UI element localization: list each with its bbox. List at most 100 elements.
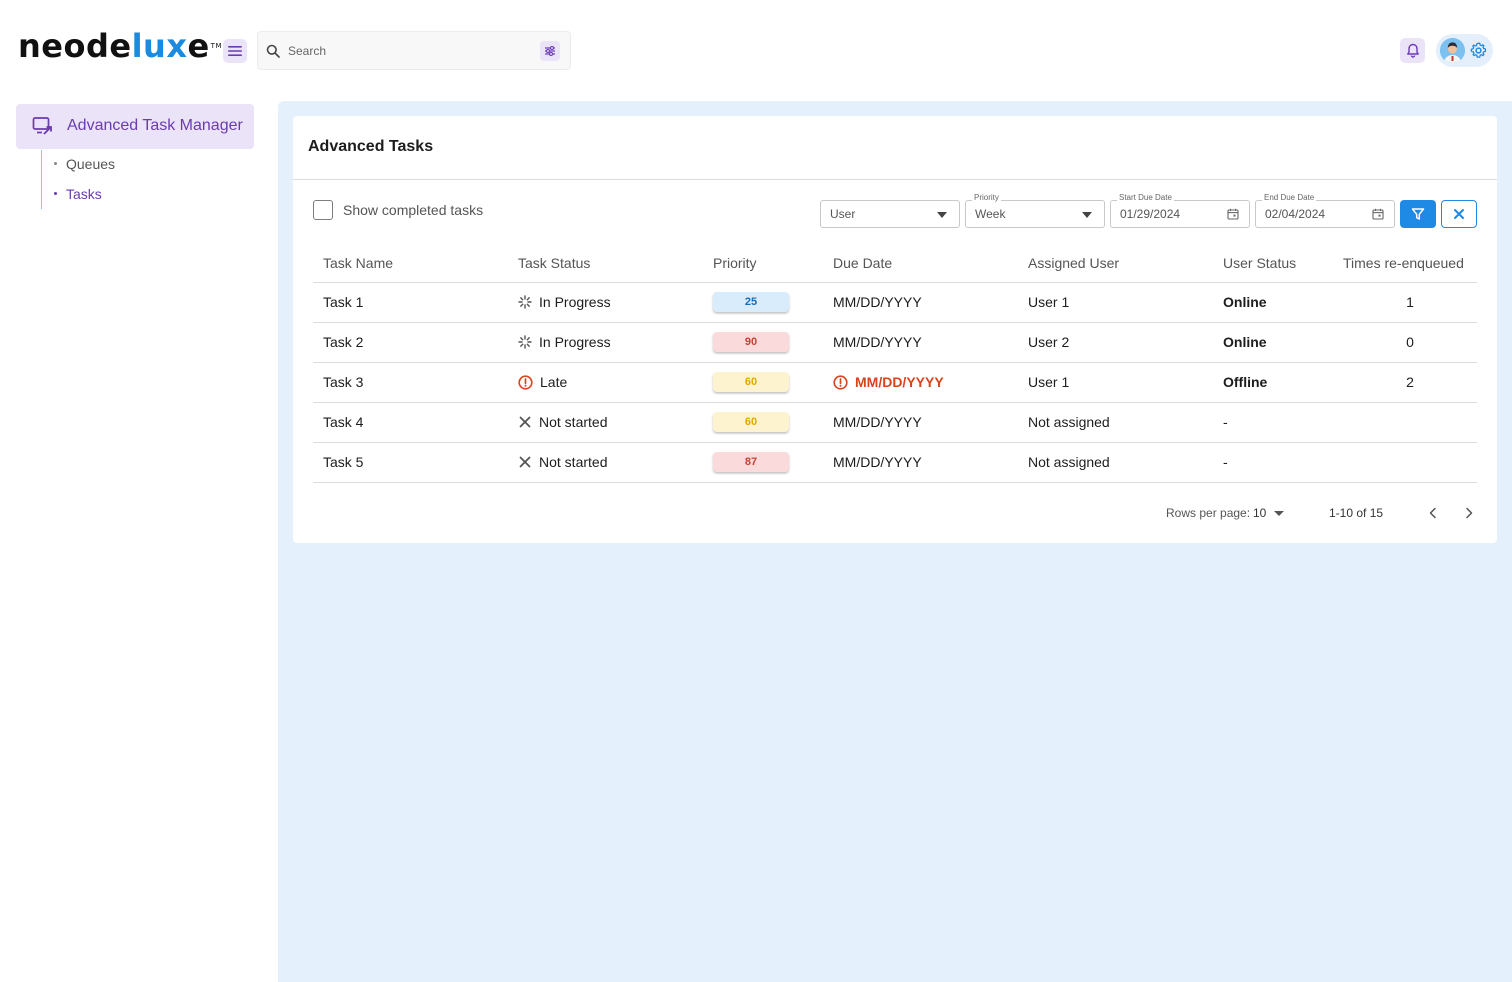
column-header-user-status[interactable]: User Status <box>1213 244 1333 283</box>
user-status: Online <box>1213 282 1333 323</box>
sidebar-section-label: Advanced Task Manager <box>67 117 243 134</box>
bullet-icon <box>54 191 57 195</box>
priority-cell: 87 <box>703 442 823 483</box>
caret-down-icon <box>1082 212 1092 218</box>
sidebar-section-advanced-task-manager[interactable]: Advanced Task Manager <box>16 104 254 149</box>
clear-filter-button[interactable] <box>1441 200 1477 228</box>
table-row[interactable]: Task 1 In Progress 25 MM/DD/YYYY User 1 … <box>313 282 1477 323</box>
priority-badge: 25 <box>713 292 789 312</box>
page-range: 1-10 of 15 <box>1329 506 1384 520</box>
table-row[interactable]: Task 2 In Progress 90 MM/DD/YYYY User 2 … <box>313 322 1477 363</box>
due-date: MM/DD/YYYY <box>823 402 1018 443</box>
show-completed-label: Show completed tasks <box>343 202 484 218</box>
alert-icon <box>518 374 533 390</box>
user-status: - <box>1213 402 1333 443</box>
start-due-date-field[interactable]: Start Due Date 01/29/2024 <box>1110 193 1250 228</box>
notifications-button[interactable] <box>1400 38 1425 63</box>
table-row[interactable]: Task 4 Not started 60 MM/DD/YYYY Not ass… <box>313 402 1477 443</box>
due-date: MM/DD/YYYY <box>823 282 1018 323</box>
times-requeued: 2 <box>1333 362 1477 403</box>
sidebar-item-label: Queues <box>66 156 116 172</box>
times-requeued <box>1333 442 1477 483</box>
x-icon <box>519 456 531 468</box>
rows-per-page-select[interactable]: 10 <box>1253 506 1267 520</box>
start-due-date-value: 01/29/2024 <box>1120 207 1181 221</box>
task-status-cell: Not started <box>508 442 703 483</box>
sidebar-item-label: Tasks <box>66 186 102 202</box>
caret-down-icon[interactable] <box>1274 511 1284 516</box>
end-due-date-field[interactable]: End Due Date 02/04/2024 <box>1255 193 1395 228</box>
assigned-user: Not assigned <box>1018 442 1213 483</box>
calendar-icon[interactable] <box>1227 208 1239 220</box>
due-date: MM/DD/YYYY <box>855 374 944 390</box>
task-status-text: Not started <box>539 414 608 430</box>
sidebar-item-tasks[interactable]: Tasks <box>54 186 102 202</box>
task-status-cell: Late <box>508 362 703 403</box>
assigned-user: User 1 <box>1018 362 1213 403</box>
priority-badge: 60 <box>713 372 789 392</box>
apply-filter-button[interactable] <box>1400 200 1436 228</box>
task-status-text: In Progress <box>539 294 611 310</box>
column-header-times-requeued[interactable]: Times re-enqueued <box>1333 244 1477 283</box>
assigned-user: User 1 <box>1018 282 1213 323</box>
task-status-text: Not started <box>539 454 608 470</box>
tasks-table: Task Name Task Status Priority Due Date … <box>313 244 1477 483</box>
show-completed-checkbox[interactable] <box>313 200 333 220</box>
task-status-cell: Not started <box>508 402 703 443</box>
assigned-user: User 2 <box>1018 322 1213 363</box>
close-icon <box>1454 209 1464 219</box>
priority-cell: 25 <box>703 282 823 323</box>
gear-icon[interactable] <box>1470 42 1487 59</box>
task-status-cell: In Progress <box>508 322 703 363</box>
bullet-icon <box>54 161 57 165</box>
sidebar-item-queues[interactable]: Queues <box>54 156 115 172</box>
user-filter-value: User <box>830 207 856 221</box>
alert-icon <box>833 374 848 390</box>
priority-filter-select[interactable]: Priority Week <box>965 193 1105 228</box>
pagination: Rows per page: 10 1-10 of 15 <box>293 504 1497 524</box>
task-status-text: Late <box>540 374 568 390</box>
search-box <box>257 31 571 70</box>
rows-per-page-label: Rows per page: <box>1166 506 1251 520</box>
user-status: - <box>1213 442 1333 483</box>
tasks-card: Advanced Tasks Show completed tasks User… <box>293 116 1497 543</box>
due-date: MM/DD/YYYY <box>823 442 1018 483</box>
calendar-icon[interactable] <box>1372 208 1384 220</box>
task-name: Task 2 <box>313 322 508 363</box>
priority-cell: 60 <box>703 362 823 403</box>
search-input[interactable] <box>286 41 526 61</box>
priority-cell: 60 <box>703 402 823 443</box>
chevron-left-icon[interactable] <box>1426 506 1440 520</box>
priority-badge: 87 <box>713 452 789 472</box>
hamburger-icon <box>228 46 242 56</box>
caret-down-icon <box>937 212 947 218</box>
page-title: Advanced Tasks <box>308 138 434 155</box>
task-manager-icon <box>32 117 52 135</box>
avatar[interactable] <box>1440 38 1465 63</box>
search-icon <box>266 44 280 58</box>
user-filter-select[interactable]: User <box>820 200 960 228</box>
priority-badge: 90 <box>713 332 789 352</box>
table-row[interactable]: Task 3 Late 60 MM/DD/YYYY User 1 Offline… <box>313 362 1477 403</box>
assigned-user: Not assigned <box>1018 402 1213 443</box>
sidebar-tree-line <box>41 150 42 209</box>
column-header-task-status[interactable]: Task Status <box>508 244 703 283</box>
search-filter-button[interactable] <box>540 41 560 61</box>
column-header-assigned-user[interactable]: Assigned User <box>1018 244 1213 283</box>
times-requeued: 1 <box>1333 282 1477 323</box>
menu-toggle-button[interactable] <box>223 39 247 63</box>
column-header-task-name[interactable]: Task Name <box>313 244 508 283</box>
column-header-due-date[interactable]: Due Date <box>823 244 1018 283</box>
bell-icon <box>1406 43 1419 58</box>
divider <box>293 179 1497 180</box>
profile-menu[interactable] <box>1436 34 1493 67</box>
filter-icon <box>1411 208 1425 220</box>
chevron-right-icon[interactable] <box>1462 506 1476 520</box>
priority-badge: 60 <box>713 412 789 432</box>
table-row[interactable]: Task 5 Not started 87 MM/DD/YYYY Not ass… <box>313 442 1477 483</box>
column-header-priority[interactable]: Priority <box>703 244 823 283</box>
user-status: Online <box>1213 322 1333 363</box>
due-date-cell: MM/DD/YYYY <box>823 362 1018 403</box>
end-due-date-label: End Due Date <box>1262 193 1317 202</box>
sliders-icon <box>545 45 555 57</box>
